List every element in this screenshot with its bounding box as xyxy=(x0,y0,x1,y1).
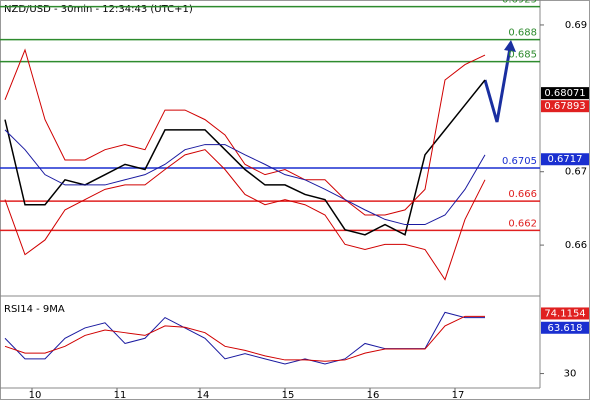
price-badge-label: 63.618 xyxy=(548,323,583,334)
x-tick-label: 10 xyxy=(29,390,42,400)
level-label: 0.688 xyxy=(508,28,537,39)
rsi-title: RSI14 - 9MA xyxy=(4,304,65,315)
price-badge xyxy=(541,153,589,166)
series-line xyxy=(4,48,486,216)
x-tick-label: 11 xyxy=(114,390,127,400)
level-label: 0.666 xyxy=(508,189,537,200)
chart-title: NZD/USD - 30min - 12:34:43 (UTC+1) xyxy=(4,4,193,15)
x-tick-label: 17 xyxy=(452,390,465,400)
price-badge-label: 0.6717 xyxy=(548,154,583,165)
y-tick-label: 30 xyxy=(564,369,577,380)
x-tick-label: 15 xyxy=(282,390,295,400)
price-badge-label: 74.1154 xyxy=(544,308,585,319)
y-tick-label: 0.69 xyxy=(565,20,587,31)
price-badge xyxy=(541,87,589,100)
level-label: 0.6925 xyxy=(502,0,537,6)
series-line xyxy=(4,129,486,226)
price-badge xyxy=(541,321,589,334)
price-badge-label: 0.68071 xyxy=(544,88,585,99)
series-line xyxy=(4,315,485,362)
arrow-head xyxy=(504,40,516,52)
y-tick-label: 0.67 xyxy=(565,167,587,178)
series-line xyxy=(4,149,486,281)
level-label: 0.685 xyxy=(508,50,537,61)
price-badge xyxy=(541,100,589,113)
x-tick-label: 16 xyxy=(367,390,380,400)
x-tick-label: 14 xyxy=(197,390,210,400)
price-badge-label: 0.67893 xyxy=(544,101,585,112)
y-tick-label: 0.66 xyxy=(565,240,587,251)
level-label: 0.6705 xyxy=(502,156,537,167)
level-label: 0.662 xyxy=(508,218,537,229)
projection-arrow xyxy=(483,47,512,123)
price-badge xyxy=(541,307,589,320)
